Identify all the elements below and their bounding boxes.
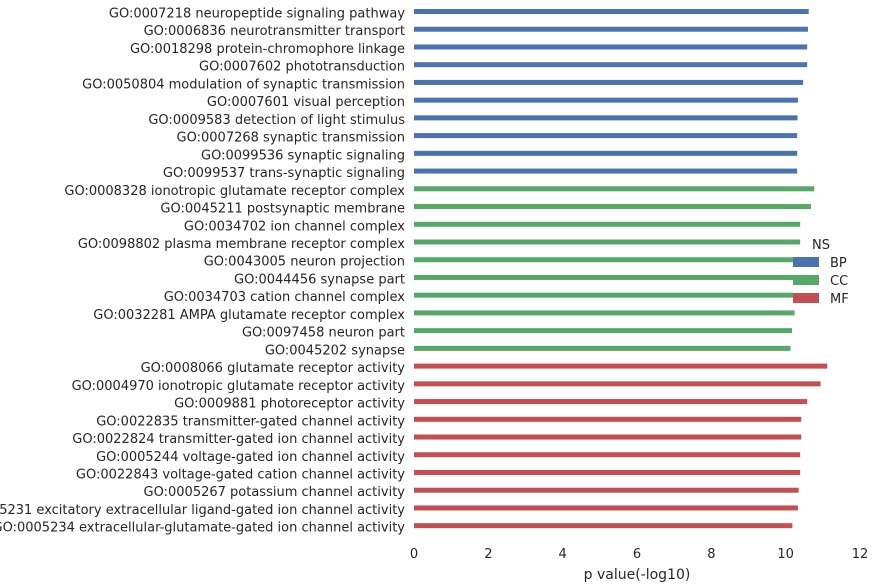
category-label: GO:0097458 neuron part bbox=[242, 326, 405, 341]
bar-mf-9 bbox=[414, 505, 798, 511]
category-label: GO:0008328 ionotropic glutamate receptor… bbox=[64, 184, 405, 199]
category-label: GO:0034702 ion channel complex bbox=[184, 219, 405, 234]
bar-bp-5 bbox=[414, 79, 804, 85]
bar-cc-1 bbox=[414, 186, 815, 192]
bar-bp-9 bbox=[414, 150, 798, 156]
bar-bp-7 bbox=[414, 115, 798, 121]
bar-bp-4 bbox=[414, 62, 808, 68]
category-label: GO:0007601 visual perception bbox=[207, 95, 405, 110]
category-label: GO:0050804 modulation of synaptic transm… bbox=[82, 77, 405, 92]
x-tick-label: 12 bbox=[852, 547, 869, 562]
bar-mf-5 bbox=[414, 434, 802, 440]
category-label: GO:0098802 plasma membrane receptor comp… bbox=[78, 237, 405, 252]
x-tick-label: 0 bbox=[410, 547, 418, 562]
bar-cc-10 bbox=[414, 345, 791, 351]
bar-mf-3 bbox=[414, 399, 808, 405]
bar-cc-8 bbox=[414, 310, 795, 316]
bar-cc-9 bbox=[414, 328, 792, 334]
bar-cc-3 bbox=[414, 221, 801, 227]
bars-layer bbox=[414, 9, 828, 529]
category-label: GO:0022824 transmitter-gated ion channel… bbox=[72, 432, 405, 447]
category-label: GO:0044456 synapse part bbox=[234, 272, 405, 287]
category-label: GO:0009583 detection of light stimulus bbox=[148, 113, 405, 128]
bar-bp-10 bbox=[414, 168, 798, 174]
category-label: GO:0045202 synapse bbox=[265, 343, 405, 358]
bar-mf-7 bbox=[414, 469, 801, 475]
bar-bp-3 bbox=[414, 44, 808, 50]
category-label: GO:0022843 voltage-gated cation channel … bbox=[76, 467, 405, 482]
category-label: GO:0099536 synaptic signaling bbox=[201, 148, 405, 163]
x-tick-label: 4 bbox=[559, 547, 567, 562]
bar-bp-2 bbox=[414, 26, 808, 32]
bar-mf-2 bbox=[414, 381, 821, 387]
bar-cc-2 bbox=[414, 204, 811, 210]
legend-label-cc: CC bbox=[830, 274, 848, 289]
legend-swatch-bp bbox=[793, 257, 819, 267]
bar-mf-6 bbox=[414, 452, 801, 458]
category-label: GO:0005231 excitatory extracellular liga… bbox=[0, 503, 405, 518]
category-label: GO:0007218 neuropeptide signaling pathwa… bbox=[109, 7, 405, 22]
bar-bp-8 bbox=[414, 133, 798, 139]
legend-swatch-mf bbox=[793, 293, 819, 303]
legend-label-mf: MF bbox=[830, 292, 849, 307]
bar-bp-1 bbox=[414, 9, 809, 14]
legend-label-bp: BP bbox=[830, 256, 847, 271]
bar-cc-6 bbox=[414, 274, 794, 280]
category-label: GO:0004970 ionotropic glutamate receptor… bbox=[72, 379, 406, 394]
x-axis-title: p value(-log10) bbox=[584, 567, 691, 583]
category-label: GO:0034703 cation channel complex bbox=[164, 290, 406, 305]
category-label: GO:0008066 glutamate receptor activity bbox=[141, 361, 406, 376]
category-label: GO:0099537 trans-synaptic signaling bbox=[163, 166, 405, 181]
category-label: GO:0022835 transmitter-gated channel act… bbox=[96, 414, 405, 429]
category-label: GO:0007602 phototransduction bbox=[199, 60, 405, 75]
category-label: GO:0018298 protein-chromophore linkage bbox=[130, 42, 405, 57]
category-label: GO:0005244 voltage-gated ion channel act… bbox=[96, 450, 405, 465]
legend-swatch-cc bbox=[793, 275, 819, 285]
category-label: GO:0045211 postsynaptic membrane bbox=[160, 202, 405, 217]
category-label: GO:0006836 neurotransmitter transport bbox=[144, 24, 405, 39]
bar-mf-8 bbox=[414, 487, 799, 493]
bar-cc-4 bbox=[414, 239, 801, 245]
x-axis-ticks: 0 2 4 6 8 10 12 bbox=[410, 547, 868, 562]
x-tick-label: 2 bbox=[484, 547, 492, 562]
category-label: GO:0005234 extracellular-glutamate-gated… bbox=[0, 521, 405, 536]
legend-title: NS bbox=[812, 238, 830, 253]
category-label: GO:0043005 neuron projection bbox=[204, 255, 405, 270]
x-tick-label: 8 bbox=[707, 547, 715, 562]
category-label: GO:0007268 synaptic transmission bbox=[177, 131, 405, 146]
legend: NS BP CC MF bbox=[793, 238, 849, 307]
category-label: GO:0032281 AMPA glutamate receptor compl… bbox=[93, 308, 405, 323]
bar-mf-4 bbox=[414, 416, 802, 422]
category-labels: GO:0007218 neuropeptide signaling pathwa… bbox=[0, 7, 405, 536]
bar-mf-10 bbox=[414, 523, 793, 529]
bar-cc-7 bbox=[414, 292, 794, 298]
category-label: GO:0005267 potassium channel activity bbox=[144, 485, 406, 500]
x-tick-label: 6 bbox=[633, 547, 641, 562]
category-label: GO:0009881 photoreceptor activity bbox=[174, 397, 405, 412]
bar-mf-1 bbox=[414, 363, 828, 369]
bar-bp-6 bbox=[414, 97, 798, 103]
bar-cc-5 bbox=[414, 257, 794, 263]
x-tick-label: 10 bbox=[777, 547, 794, 562]
